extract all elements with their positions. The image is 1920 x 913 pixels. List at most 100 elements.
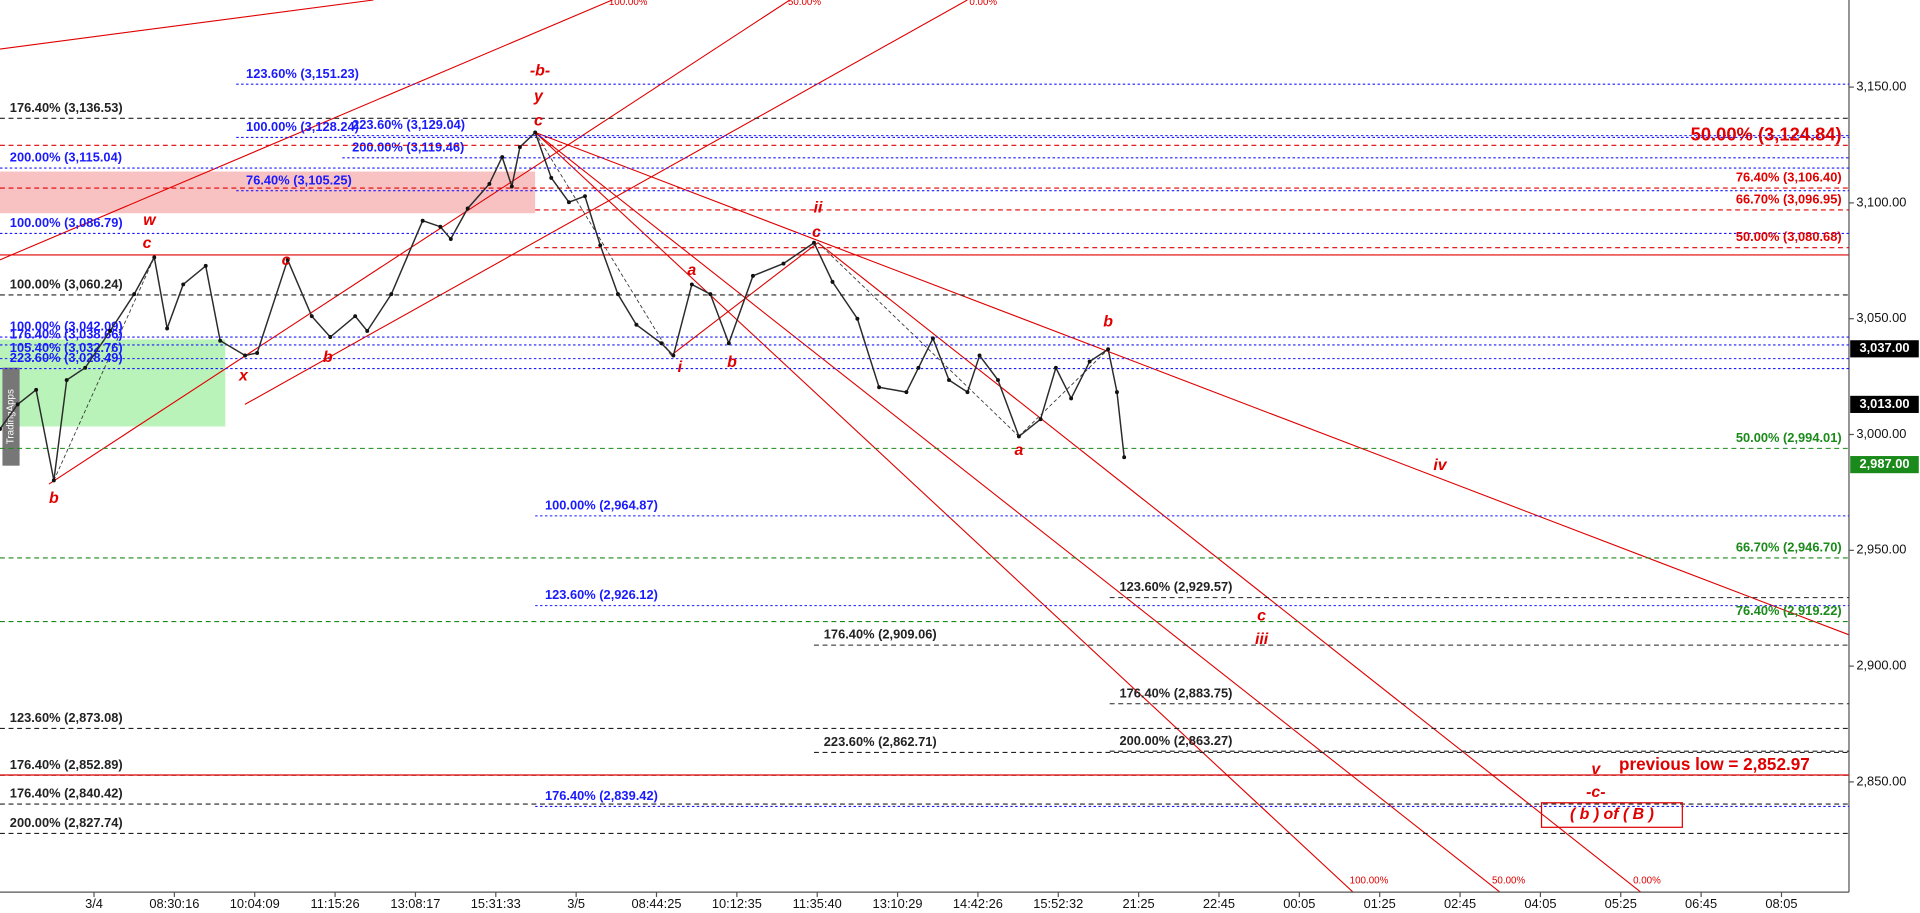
y-tick-label: 3,000.00 [1856,426,1906,441]
fib-label: 200.00% (3,115.04) [10,150,122,165]
fib-label: 76.40% (2,919.22) [1736,603,1842,618]
price-point [634,322,639,327]
x-tick-label: 10:04:09 [230,896,280,911]
price-point [218,338,223,343]
x-tick-label: 08:30:16 [149,896,199,911]
price-tag-label: 3,013.00 [1859,396,1909,411]
price-point [904,390,909,395]
previous-low-label: previous low = 2,852.97 [1619,754,1810,774]
wave-label: ii [814,200,823,217]
wave-label: -c- [1586,784,1605,801]
price-point [1122,455,1127,460]
price-point [1114,390,1119,395]
y-tick-label: 3,100.00 [1856,194,1906,209]
price-point [750,273,755,278]
wave-label: b [323,349,333,366]
wave-line [817,242,1020,437]
y-tick-label: 3,050.00 [1856,310,1906,325]
x-tick-label: 21:25 [1123,896,1155,911]
fib-label: 176.40% (2,839.42) [545,788,658,803]
price-point [566,200,571,205]
wave-label: -b- [530,62,550,79]
channel-label: 50.00% [788,0,821,8]
x-tick-label: 02:45 [1444,896,1476,911]
price-point [726,341,731,346]
price-point [51,478,56,483]
price-point [64,378,69,383]
y-tick-label: 2,900.00 [1856,658,1906,673]
fib-label: 176.40% (3,038.66) [10,327,123,342]
price-point [15,402,20,407]
wave-label: w [143,212,157,229]
wave-label: c [812,224,821,241]
price-point [1087,359,1092,364]
x-tick-label: 11:35:40 [793,896,842,911]
fib-label: 50.00% (3,124.84) [1691,123,1842,144]
fib-label: 66.70% (2,946.70) [1736,540,1842,555]
price-point [916,365,921,370]
resistance-zone [0,171,536,214]
channel-line [0,0,613,261]
x-tick-label: 3/4 [85,896,103,911]
y-tick-label: 3,150.00 [1856,78,1906,93]
price-point [671,353,676,358]
wave-label: c [282,252,291,269]
fib-label: 223.60% (3,028.49) [10,350,123,365]
channel-line [534,131,1501,893]
price-point [855,316,860,321]
price-point [34,387,39,392]
price-point [285,257,290,262]
fib-label: 76.40% (3,106.40) [1736,170,1842,185]
x-tick-label: 13:10:29 [873,896,923,911]
price-point [977,353,982,358]
fib-label: 223.60% (2,862.71) [824,734,937,749]
wave-label: iv [1433,457,1447,474]
fib-label: 200.00% (3,119.46) [352,139,464,154]
price-tag-label: 2,987.00 [1859,456,1909,471]
wave-label: y [533,88,544,105]
price-point [517,145,522,150]
price-point [165,326,170,331]
price-point [465,206,470,211]
price-point [0,426,2,431]
wave-line [1018,348,1109,437]
price-point [152,255,157,260]
price-point [533,130,538,135]
price-point [877,385,882,390]
fib-label: 176.40% (3,136.53) [10,100,123,115]
price-point [615,292,620,297]
wave-label: b [727,354,737,371]
fib-label: 200.00% (2,863.27) [1120,733,1233,748]
watermark-box [2,367,20,466]
wave-label: b [49,490,59,507]
fib-label: 105.40% (3,032.76) [10,340,123,355]
price-point [255,351,260,355]
trend-line [534,131,1850,636]
wave-label: ( b ) of ( B ) [1570,806,1654,823]
price-tag [1850,340,1919,358]
fib-label: 66.70% (3,096.95) [1736,192,1842,207]
wave-label: a [1014,442,1023,459]
x-tick-label: 22:45 [1203,896,1235,911]
fib-label: 50.00% (3,080.68) [1736,229,1842,244]
price-point [659,341,664,346]
support-zone [0,339,226,427]
price-point [549,175,554,180]
channel-line [817,242,1642,893]
channel-label: 0.00% [1633,876,1661,887]
channel-line [534,131,1354,893]
price-point [365,329,370,333]
x-tick-label: 11:15:26 [311,896,360,911]
price-tag [1850,456,1919,474]
fib-label: 50.00% (2,994.01) [1736,430,1842,445]
price-point [203,263,208,268]
price-point [132,292,137,297]
price-point [487,181,492,186]
x-tick-label: 13:08:17 [390,896,440,911]
channel-line [244,0,968,405]
wave-label: b [1103,314,1113,331]
price-point [1053,365,1058,370]
price-point [438,224,443,229]
